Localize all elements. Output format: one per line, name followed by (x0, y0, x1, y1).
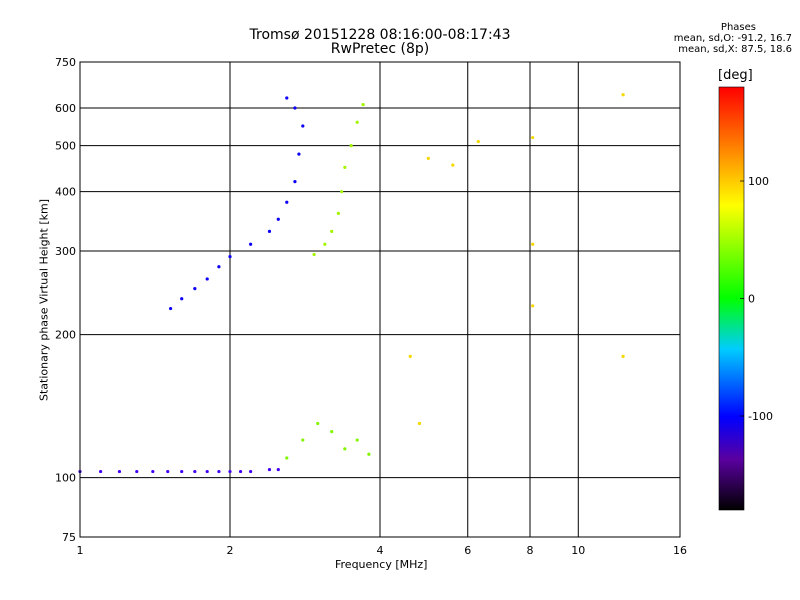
data-point (343, 447, 347, 451)
data-point (249, 469, 253, 474)
data-point (238, 469, 243, 474)
data-point (267, 467, 272, 472)
data-point (343, 165, 347, 169)
phase-stats-o: mean, sd,O: -91.2, 16.7 (673, 33, 792, 44)
data-points (78, 93, 625, 474)
data-point (531, 135, 535, 140)
data-point (312, 252, 316, 257)
data-point (330, 430, 334, 434)
data-point (361, 103, 365, 107)
y-tick-label: 75 (62, 531, 76, 544)
data-point (267, 229, 272, 233)
data-point (217, 265, 221, 269)
y-tick-label: 100 (55, 472, 76, 485)
colorbar-tick-label: 0 (748, 293, 755, 306)
data-point (285, 456, 289, 460)
data-point (531, 242, 535, 246)
phase-stats-title: Phases (720, 22, 756, 33)
colorbar-unit-label: [deg] (718, 68, 753, 83)
y-tick-label: 200 (55, 329, 76, 342)
data-point (330, 229, 334, 233)
data-point (117, 469, 122, 474)
data-point (426, 156, 430, 161)
data-point (151, 469, 155, 474)
x-tick-label: 10 (571, 544, 585, 557)
data-point (285, 96, 289, 100)
chart-subtitle: RwPretec (8p) (330, 41, 430, 57)
data-point (293, 180, 297, 184)
data-point (621, 354, 625, 358)
colorbar-tick-label: 100 (748, 175, 769, 188)
y-tick-label: 750 (55, 56, 76, 69)
grid-lines (80, 62, 680, 537)
data-point (276, 467, 280, 472)
data-point (297, 152, 301, 156)
data-point (367, 452, 371, 456)
data-point (180, 469, 184, 474)
data-point (205, 277, 209, 281)
data-point (228, 469, 232, 474)
plot-frame (79, 61, 681, 538)
data-point (531, 304, 535, 308)
data-point (301, 124, 305, 128)
x-tick-label: 16 (673, 544, 687, 557)
data-point (193, 469, 197, 474)
x-tick-label: 6 (464, 544, 471, 557)
data-point (135, 469, 139, 474)
data-point (340, 190, 344, 194)
data-point (417, 421, 422, 426)
data-point (336, 211, 340, 216)
data-point (451, 163, 455, 167)
data-point (285, 200, 289, 204)
y-axis-ticks: 75 100 200 300 400 500 600 750 (55, 56, 76, 544)
data-point (249, 242, 253, 246)
data-point (408, 354, 412, 358)
data-point (166, 469, 170, 474)
phase-stats-x: mean, sd,X: 87.5, 18.6 (678, 44, 792, 55)
data-point (355, 120, 359, 124)
data-point (355, 438, 359, 442)
data-point (316, 421, 320, 426)
data-point (217, 469, 221, 474)
colorbar-ticks: 100 0 -100 (740, 175, 773, 423)
x-tick-label: 4 (377, 544, 384, 557)
data-point (323, 242, 327, 246)
data-point (349, 144, 353, 148)
data-point (193, 287, 197, 291)
x-axis-ticks: 1 2 4 6 8 10 16 (77, 544, 688, 557)
colorbar (718, 86, 745, 511)
chart-title: Tromsø 20151228 08:16:00-08:17:43 (249, 27, 511, 43)
data-point (99, 469, 103, 474)
x-axis-label: Frequency [MHz] (335, 558, 428, 571)
data-point (276, 217, 280, 221)
x-tick-label: 8 (527, 544, 534, 557)
data-point (169, 306, 173, 311)
x-tick-label: 2 (227, 544, 234, 557)
data-point (621, 93, 625, 97)
data-point (293, 106, 297, 110)
data-point (205, 469, 209, 474)
y-tick-label: 300 (55, 245, 76, 258)
data-point (180, 297, 184, 301)
y-tick-label: 600 (55, 102, 76, 115)
x-tick-label: 1 (77, 544, 84, 557)
data-point (301, 438, 305, 442)
y-tick-label: 500 (55, 140, 76, 153)
y-tick-label: 400 (55, 186, 76, 199)
data-point (476, 139, 480, 144)
colorbar-tick-label: -100 (748, 410, 773, 423)
data-point (228, 254, 232, 259)
